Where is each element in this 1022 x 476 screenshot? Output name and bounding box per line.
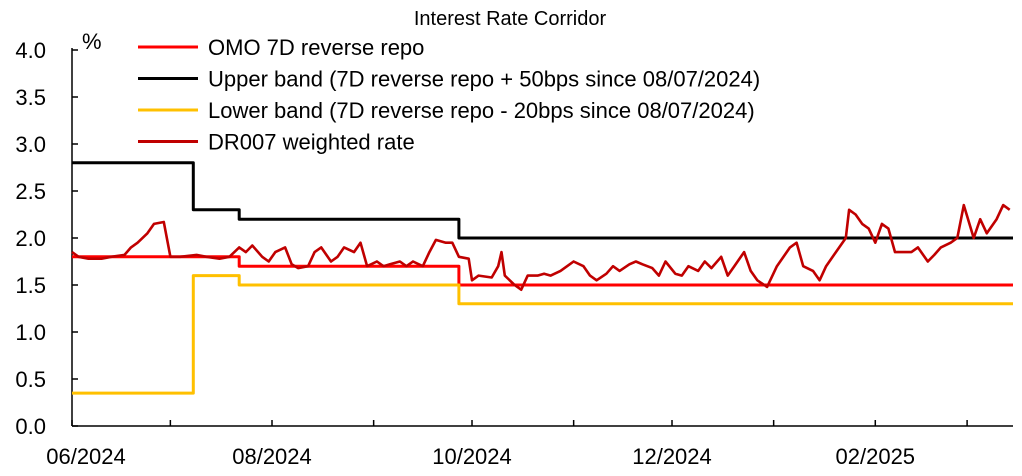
y-tick-label: 1.0	[15, 320, 46, 345]
chart-axes: 0.0 0.5 1.0 1.5 2.0 2.5 3.0 3.5 4.0 06/2024 08/202…	[15, 38, 1013, 469]
y-tick-label: 4.0	[15, 38, 46, 63]
x-tick-label: 12/2024	[632, 444, 712, 469]
y-tick-label: 2.0	[15, 226, 46, 251]
y-axis-unit: %	[82, 29, 102, 54]
chart-title: Interest Rate Corridor	[414, 8, 607, 30]
y-tick-label: 3.0	[15, 132, 46, 157]
legend-label-4: DR007 weighted rate	[208, 130, 415, 155]
y-tick-label: 3.5	[15, 85, 46, 110]
y-tick-label: 0.5	[15, 367, 46, 392]
x-tick-label: 08/2024	[232, 444, 312, 469]
chart-series	[71, 161, 1013, 395]
legend-label-1: OMO 7D reverse repo	[208, 35, 424, 60]
chart-legend: OMO 7D reverse repo Upper band (7D revers…	[138, 35, 760, 155]
x-tick-label: 06/2024	[46, 444, 126, 469]
y-tick-label: 1.5	[15, 273, 46, 298]
legend-label-2: Upper band (7D reverse repo + 50bps sinc…	[208, 67, 760, 92]
x-tick-label: 10/2024	[432, 444, 512, 469]
y-tick-label: 2.5	[15, 179, 46, 204]
series-line-3	[72, 274, 1013, 395]
series-line-4	[71, 203, 1011, 291]
y-tick-label: 0.0	[15, 414, 46, 439]
series-line-1	[72, 255, 1013, 287]
x-tick-label: 02/2025	[836, 444, 916, 469]
legend-label-3: Lower band (7D reverse repo - 20bps sinc…	[208, 98, 755, 123]
series-line-2	[72, 161, 1013, 240]
